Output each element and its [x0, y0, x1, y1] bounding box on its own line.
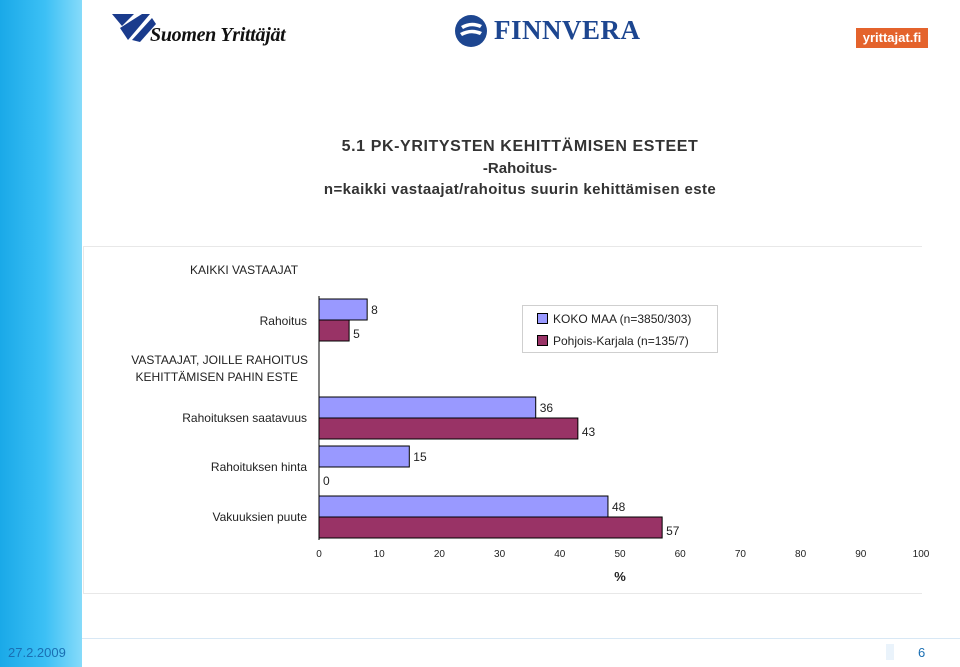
x-tick-label-0: 0: [316, 549, 322, 560]
legend-swatch-series-2: [537, 335, 548, 346]
footer-date: 27.2.2009: [8, 645, 66, 660]
data-label-series-1-2: 15: [413, 450, 427, 464]
data-label-series-2-2: 0: [323, 474, 330, 488]
bar-series-2-0: [318, 319, 350, 342]
slide-sample-note: n=kaikki vastaajat/rahoitus suurin kehit…: [323, 181, 717, 198]
category-label-3: Vakuuksien puute: [212, 510, 307, 524]
suomen-yrittajat-logo-text: Suomen Yrittäjät: [150, 24, 286, 46]
legend-label-series-1: KOKO MAA (n=3850/303): [553, 312, 692, 326]
data-label-series-1-3: 48: [612, 500, 626, 514]
suomen-yrittajat-logo: [112, 14, 156, 42]
data-label-series-1-0: 8: [371, 303, 378, 317]
yrittajat-fi-logo: yrittajat.fi: [856, 28, 928, 48]
chart-frame: [83, 246, 922, 594]
legend-item-series-1: KOKO MAA (n=3850/303): [537, 312, 691, 326]
data-label-series-2-0: 5: [353, 327, 360, 341]
x-tick-label-7: 70: [735, 549, 747, 560]
legend-swatch-series-1: [537, 313, 548, 324]
bar-series-1-1: [318, 396, 537, 419]
category-label-0: Rahoitus: [260, 314, 307, 328]
bar-series-1-3: [318, 495, 609, 518]
x-tick-label-2: 20: [434, 549, 446, 560]
slide-title: 5.1 PK-YRITYSTEN KEHITTÄMISEN ESTEET: [341, 138, 699, 155]
x-tick-label-6: 60: [675, 549, 687, 560]
x-tick-label-9: 90: [855, 549, 867, 560]
bar-series-2-1: [318, 417, 579, 440]
footer-marker: [886, 644, 894, 660]
slide-subtitle: -Rahoitus-: [482, 160, 558, 177]
finnvera-logo-text: FINNVERA: [494, 15, 641, 45]
section-label-all-respondents: KAIKKI VASTAAJAT: [190, 263, 299, 277]
x-tick-label-5: 50: [614, 549, 626, 560]
footer-divider: [82, 638, 960, 639]
section-label-financing-main-obstacle-line2: KEHITTÄMISEN PAHIN ESTE: [136, 370, 298, 384]
data-label-series-1-1: 36: [540, 401, 554, 415]
bar-series-1-2: [318, 445, 410, 468]
x-tick-label-4: 40: [554, 549, 566, 560]
chart-legend: KOKO MAA (n=3850/303) Pohjois-Karjala (n…: [522, 305, 718, 353]
bar-series-1-0: [318, 298, 368, 321]
side-decoration-bar: [0, 0, 82, 667]
legend-label-series-2: Pohjois-Karjala (n=135/7): [553, 334, 689, 348]
data-label-series-2-1: 43: [582, 425, 596, 439]
page-number: 6: [918, 645, 926, 660]
section-label-financing-main-obstacle: VASTAAJAT, JOILLE RAHOITUS: [131, 353, 308, 367]
finnvera-logo-icon: [455, 15, 487, 47]
x-axis-label: %: [614, 569, 626, 584]
x-tick-label-1: 10: [374, 549, 386, 560]
x-tick-label-10: 100: [913, 549, 930, 560]
category-label-2: Rahoituksen hinta: [211, 460, 307, 474]
legend-item-series-2: Pohjois-Karjala (n=135/7): [537, 334, 689, 348]
bar-series-2-3: [318, 516, 663, 539]
category-label-1: Rahoituksen saatavuus: [182, 411, 307, 425]
x-tick-label-3: 30: [494, 549, 506, 560]
x-tick-label-8: 80: [795, 549, 807, 560]
data-label-series-2-3: 57: [666, 524, 680, 538]
